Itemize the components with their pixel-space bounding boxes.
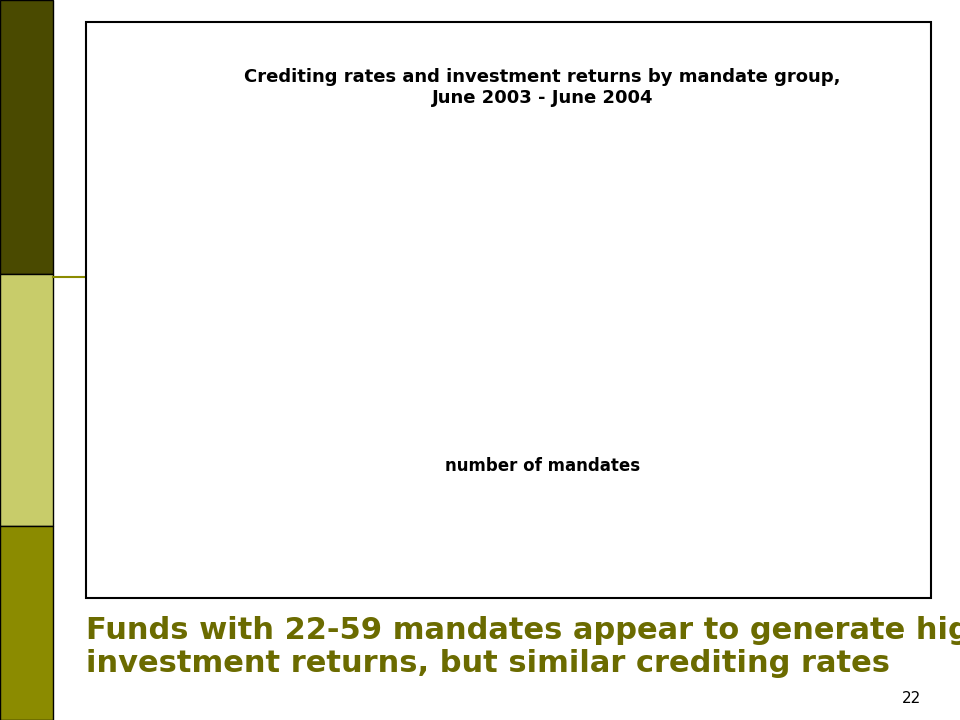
Text: 22: 22 [902,690,922,706]
Text: Funds with 22-59 mandates appear to generate higher
investment returns, but simi: Funds with 22-59 mandates appear to gene… [86,616,960,678]
Bar [811,169,869,446]
Bar [206,234,264,446]
Text: number of mandates: number of mandates [444,457,640,475]
Bar [388,248,446,446]
Bar [629,151,687,446]
Y-axis label: per cent p.a.: per cent p.a. [122,207,140,326]
Bar [753,234,811,446]
Legend: crediting rates, investment returns: crediting rates, investment returns [389,562,686,589]
Bar [264,127,323,446]
Bar [570,263,629,446]
Bar [446,158,505,446]
Text: Crediting rates and investment returns by mandate group,
June 2003 - June 2004: Crediting rates and investment returns b… [244,68,841,107]
